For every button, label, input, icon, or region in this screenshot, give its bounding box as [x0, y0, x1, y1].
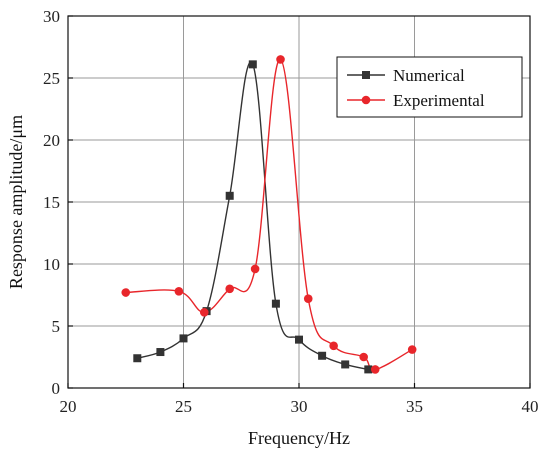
data-point-square — [318, 351, 327, 360]
y-tick-label: 30 — [43, 7, 60, 26]
data-point-square — [295, 335, 303, 344]
series-markers — [121, 55, 417, 374]
data-point-square — [341, 360, 350, 369]
x-axis-label: Frequency/Hz — [248, 428, 350, 448]
legend-label: Experimental — [393, 91, 485, 110]
data-point-circle — [225, 284, 234, 294]
y-tick-label: 10 — [43, 255, 60, 274]
x-tick-label: 30 — [291, 397, 308, 416]
data-point-square — [179, 334, 188, 343]
data-point-square — [271, 299, 280, 308]
data-point-square — [156, 348, 165, 357]
data-point-circle — [370, 365, 380, 374]
legend-label: Numerical — [393, 66, 465, 85]
axis-ticks: 20 25 30 35 40 0 5 10 15 20 25 30 — [43, 7, 539, 416]
data-point-square — [133, 354, 142, 363]
data-point-circle — [174, 286, 184, 296]
legend-marker-circle — [361, 95, 371, 105]
data-point-circle — [199, 308, 209, 317]
y-tick-label: 0 — [52, 379, 61, 398]
data-point-square — [248, 60, 257, 69]
y-tick-label: 25 — [43, 69, 60, 88]
data-point-circle — [250, 264, 260, 274]
data-point-circle — [303, 294, 313, 304]
y-tick-label: 15 — [43, 193, 60, 212]
x-tick-label: 25 — [175, 397, 192, 416]
legend-marker-square — [362, 71, 370, 79]
data-point-square — [225, 191, 234, 200]
x-tick-label: 20 — [60, 397, 77, 416]
legend-box — [336, 56, 523, 118]
data-point-circle — [407, 345, 417, 354]
data-point-circle — [359, 352, 368, 362]
x-tick-label: 40 — [522, 397, 539, 416]
legend: Numerical Experimental — [336, 56, 523, 118]
series-line-numerical — [137, 61, 369, 371]
y-axis-label: Response amplitude/μm — [6, 115, 26, 289]
data-point-circle — [121, 288, 131, 297]
y-tick-label: 20 — [43, 131, 60, 150]
data-point-square — [364, 365, 373, 374]
data-point-circle — [329, 341, 338, 351]
x-tick-label: 35 — [406, 397, 423, 416]
y-tick-label: 5 — [52, 317, 61, 336]
data-point-circle — [276, 55, 285, 64]
